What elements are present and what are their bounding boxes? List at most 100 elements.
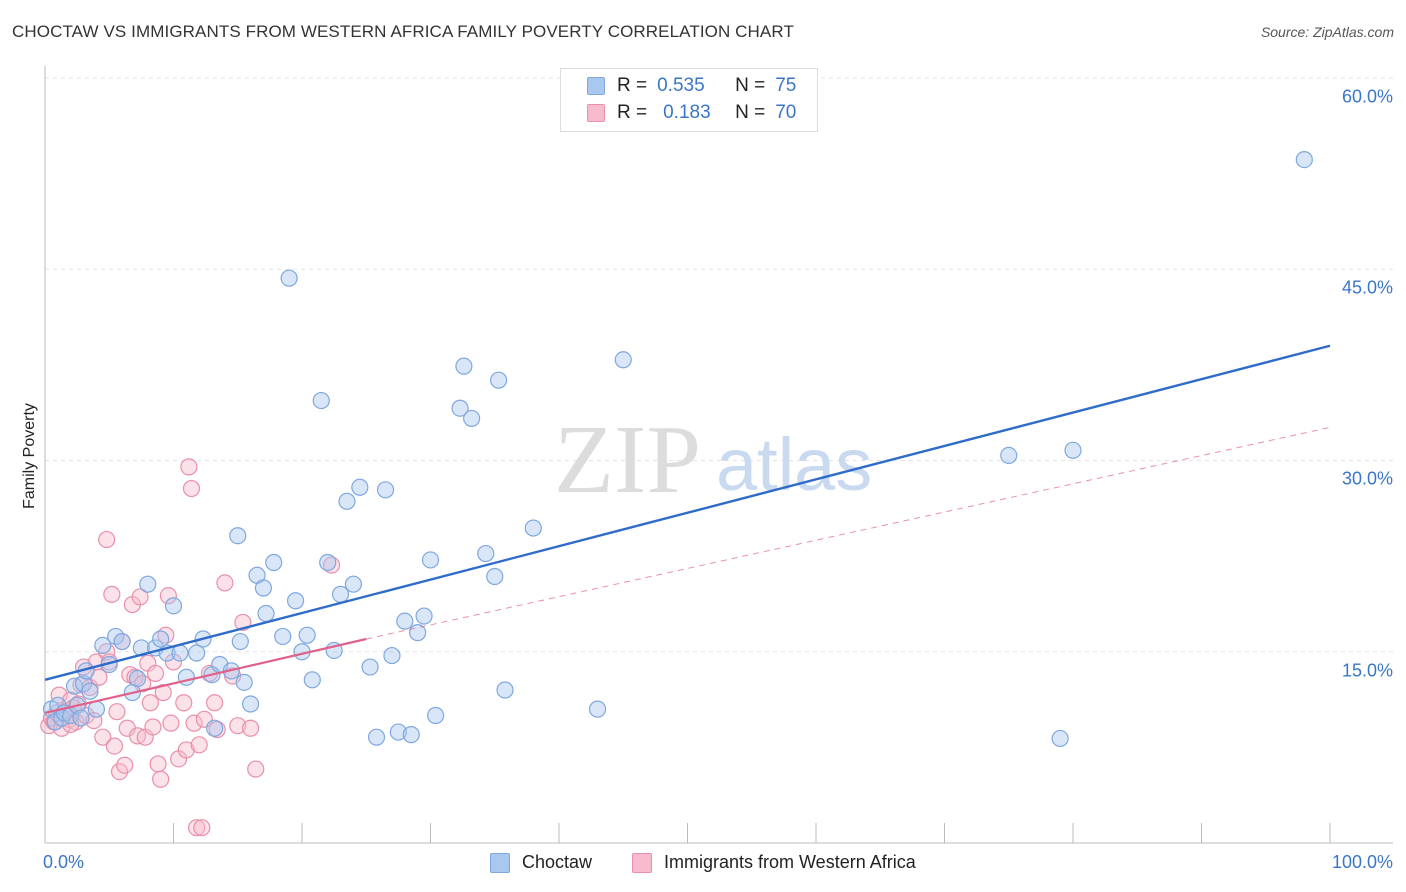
data-point-choctaw [427,706,445,725]
data-point-choctaw [94,636,112,654]
y-tick-label-60: 60.0% [1341,86,1393,107]
data-point-choctaw [524,519,542,537]
legend-swatch-choctaw [490,852,510,873]
data-point-immigrants-western-africa [175,694,193,712]
data-point-choctaw [451,399,469,417]
chart-title: CHOCTAW VS IMMIGRANTS FROM WESTERN AFRIC… [12,22,794,41]
data-point-choctaw [421,551,440,569]
data-point-choctaw [490,371,508,389]
legend-n-label: N = [735,75,766,96]
data-point-choctaw [171,644,189,662]
data-point-choctaw [1064,441,1082,459]
legend-row-immigrants-western-africa: R = 0.183 N = 70 [587,100,796,126]
data-point-choctaw [409,624,427,642]
legend-r-value: 0.183 [663,102,711,123]
data-point-immigrants-western-africa [229,717,247,735]
data-point-immigrants-western-africa [105,737,123,755]
data-point-choctaw [242,695,260,713]
y-tick-label-15: 15.0% [1341,660,1393,681]
data-point-immigrants-western-africa [162,714,180,732]
data-point-immigrants-western-africa [98,530,116,549]
data-point-choctaw [72,709,90,727]
data-point-choctaw [113,632,131,651]
y-tick-label-45: 45.0% [1341,277,1393,298]
data-point-choctaw [280,269,298,287]
trend-line-choctaw [44,344,1331,681]
data-point-choctaw [389,723,407,741]
watermark-atlas: atlas [716,423,872,506]
data-point-choctaw [265,553,283,572]
data-point-choctaw [128,669,147,688]
data-point-choctaw [229,527,247,545]
data-point-choctaw [338,492,356,510]
legend-swatch-immigrants-western-africa [632,852,652,873]
data-point-immigrants-western-africa [188,819,206,837]
data-point-choctaw [303,671,321,689]
data-point-choctaw [415,607,433,625]
data-point-choctaw [1051,729,1069,748]
data-point-choctaw [344,575,362,593]
data-point-choctaw [477,544,495,563]
data-point-immigrants-western-africa [190,736,208,754]
data-point-immigrants-western-africa [247,760,265,778]
data-point-choctaw [164,597,183,615]
data-point-immigrants-western-africa [159,587,177,605]
trend-line-immigrants-western-africa [44,637,367,715]
x-tick-label-max: 100.0% [1331,852,1393,872]
legend-r-label: R = [617,75,648,96]
data-point-immigrants-western-africa [193,819,211,837]
legend-label-immigrants-western-africa: Immigrants from Western Africa [664,852,916,872]
data-point-choctaw [486,567,504,586]
data-point-immigrants-western-africa [149,755,167,773]
data-point-immigrants-western-africa [180,458,198,476]
data-point-choctaw [139,575,157,593]
axes [44,66,1393,844]
source-label: Source: ZipAtlas.com [1260,24,1394,40]
data-point-choctaw [351,478,369,496]
data-point-immigrants-western-africa [146,664,165,683]
data-point-immigrants-western-africa [108,703,126,721]
data-point-immigrants-western-africa [177,741,195,759]
gridlines [45,77,1393,653]
data-point-choctaw [231,632,249,651]
legend-item-immigrants-western-africa: Immigrants from Western Africa [632,852,916,873]
data-point-immigrants-western-africa [182,479,201,498]
data-point-choctaw [312,391,330,410]
data-point-choctaw [496,681,514,699]
legend-n-value: 70 [775,102,797,123]
data-point-immigrants-western-africa [164,653,183,671]
data-point-immigrants-western-africa [103,585,121,603]
data-point-choctaw [319,553,337,572]
data-point-immigrants-western-africa [216,574,234,592]
legend-row-choctaw: R = 0.535 N = 75 [587,73,796,99]
legend-n-value: 75 [775,75,797,96]
legend-r-label: R = [617,102,648,123]
legend-label-choctaw: Choctaw [522,852,593,872]
data-point-choctaw [383,646,401,665]
data-point-immigrants-western-africa [185,714,203,732]
legend-item-choctaw: Choctaw [490,852,592,873]
data-point-choctaw [206,719,224,737]
data-point-choctaw [463,409,481,428]
data-point-choctaw [188,644,206,662]
data-point-choctaw [614,351,632,369]
data-point-immigrants-western-africa [131,588,149,606]
data-point-immigrants-western-africa [141,694,159,712]
legend-swatch-choctaw [587,77,605,95]
data-point-choctaw [376,481,395,499]
data-point-immigrants-western-africa [94,728,112,746]
legend-swatch-immigrants-western-africa [587,104,605,122]
x-tick-label-min: 0.0% [43,852,85,872]
data-point-choctaw [1000,446,1018,464]
data-point-choctaw [254,579,273,597]
data-point-choctaw [274,627,292,646]
trend-lines [44,344,1331,715]
data-point-immigrants-western-africa [116,756,134,774]
data-point-immigrants-western-africa [242,719,260,737]
correlation-legend: R = 0.535 N = 75 R = 0.183 N = 70 [560,68,818,132]
data-point-choctaw [455,357,473,375]
data-point-choctaw [235,673,253,691]
data-point-choctaw [298,626,316,644]
legend-n-label: N = [735,102,766,123]
